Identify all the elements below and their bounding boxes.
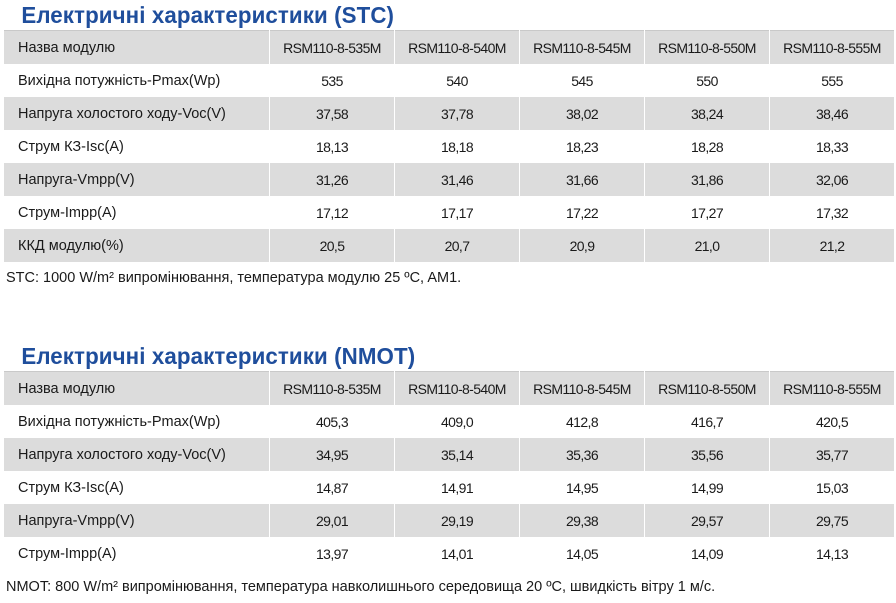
- nmot-footnote: NMOT: 800 W/m² випромінювання, температу…: [6, 579, 716, 595]
- table-cell: 37,58: [269, 97, 395, 130]
- table-row: Напруга холостого ходу-Voc(V) 37,58 37,7…: [4, 97, 895, 130]
- table-cell: 555: [769, 64, 895, 97]
- table-cell: 35,36: [519, 438, 645, 471]
- row-label: Назва модулю: [4, 371, 270, 405]
- table-row: Струм-Impp(A) 17,12 17,17 17,22 17,27 17…: [4, 196, 895, 229]
- table-cell: 37,78: [394, 97, 520, 130]
- stc-section: Електричні характеристики (STC) Назва мо…: [0, 0, 896, 289]
- table-cell: 14,05: [519, 537, 645, 570]
- table-cell: 20,7: [394, 229, 520, 262]
- table-cell: 29,38: [519, 504, 645, 537]
- table-cell: 416,7: [644, 405, 770, 438]
- table-row: Напруга-Vmpp(V) 31,26 31,46 31,66 31,86 …: [4, 163, 895, 196]
- table-cell: 14,95: [519, 471, 645, 504]
- table-cell: 18,18: [394, 130, 520, 163]
- nmot-title: Електричні характеристики (NMOT): [21, 343, 416, 369]
- row-label: Напруга холостого ходу-Voc(V): [4, 438, 270, 471]
- row-label: Струм КЗ-Isc(A): [4, 471, 270, 504]
- table-cell: 32,06: [769, 163, 895, 196]
- table-cell: 420,5: [769, 405, 895, 438]
- table-row: Напруга холостого ходу-Voc(V) 34,95 35,1…: [4, 438, 895, 471]
- table-cell: 14,87: [269, 471, 395, 504]
- row-label: Напруга-Vmpp(V): [4, 163, 270, 196]
- nmot-section: Електричні характеристики (NMOT) Назва м…: [0, 341, 896, 598]
- table-row: Напруга-Vmpp(V) 29,01 29,19 29,38 29,57 …: [4, 504, 895, 537]
- table-cell: RSM110-8-540M: [394, 371, 520, 405]
- table-cell: 545: [519, 64, 645, 97]
- table-cell: RSM110-8-550M: [644, 371, 770, 405]
- table-row: Назва модулю RSM110-8-535M RSM110-8-540M…: [4, 30, 895, 64]
- table-cell: 18,28: [644, 130, 770, 163]
- table-cell: 35,56: [644, 438, 770, 471]
- table-cell: 18,23: [519, 130, 645, 163]
- table-cell: 31,86: [644, 163, 770, 196]
- table-row: Струм-Impp(A) 13,97 14,01 14,05 14,09 14…: [4, 537, 895, 570]
- row-label: Струм КЗ-Isc(A): [4, 130, 270, 163]
- table-cell: 15,03: [769, 471, 895, 504]
- row-label: Напруга холостого ходу-Voc(V): [4, 97, 270, 130]
- table-row: Вихідна потужність-Pmax(Wp) 535 540 545 …: [4, 64, 895, 97]
- table-cell: 17,32: [769, 196, 895, 229]
- table-cell: 29,01: [269, 504, 395, 537]
- table-cell: 14,99: [644, 471, 770, 504]
- table-cell: 21,2: [769, 229, 895, 262]
- table-cell: 31,66: [519, 163, 645, 196]
- table-cell: 21,0: [644, 229, 770, 262]
- table-cell: RSM110-8-540M: [394, 30, 520, 64]
- table-cell: 18,13: [269, 130, 395, 163]
- table-row: Струм КЗ-Isc(A) 14,87 14,91 14,95 14,99 …: [4, 471, 895, 504]
- row-label: Струм-Impp(A): [4, 196, 270, 229]
- table-row: Назва модулю RSM110-8-535M RSM110-8-540M…: [4, 371, 895, 405]
- stc-title: Електричні характеристики (STC): [21, 2, 395, 28]
- table-cell: 31,46: [394, 163, 520, 196]
- table-row: ККД модулю(%) 20,5 20,7 20,9 21,0 21,2: [4, 229, 895, 262]
- table-cell: RSM110-8-535M: [269, 371, 395, 405]
- table-cell: 29,75: [769, 504, 895, 537]
- table-cell: 13,97: [269, 537, 395, 570]
- table-cell: 34,95: [269, 438, 395, 471]
- row-label: Вихідна потужність-Pmax(Wp): [4, 64, 270, 97]
- table-cell: 31,26: [269, 163, 395, 196]
- table-cell: RSM110-8-555M: [769, 371, 895, 405]
- table-cell: 17,27: [644, 196, 770, 229]
- nmot-table: Назва модулю RSM110-8-535M RSM110-8-540M…: [4, 371, 895, 570]
- table-cell: 29,19: [394, 504, 520, 537]
- table-cell: RSM110-8-545M: [519, 30, 645, 64]
- table-cell: RSM110-8-550M: [644, 30, 770, 64]
- table-cell: RSM110-8-535M: [269, 30, 395, 64]
- row-label: Назва модулю: [4, 30, 270, 64]
- row-label: Вихідна потужність-Pmax(Wp): [4, 405, 270, 438]
- row-label: Струм-Impp(A): [4, 537, 270, 570]
- table-cell: 14,01: [394, 537, 520, 570]
- table-cell: 38,46: [769, 97, 895, 130]
- table-cell: 35,14: [394, 438, 520, 471]
- table-cell: 412,8: [519, 405, 645, 438]
- row-label: ККД модулю(%): [4, 229, 270, 262]
- table-cell: RSM110-8-555M: [769, 30, 895, 64]
- table-cell: 409,0: [394, 405, 520, 438]
- table-cell: 540: [394, 64, 520, 97]
- table-cell: 20,9: [519, 229, 645, 262]
- stc-table: Назва модулю RSM110-8-535M RSM110-8-540M…: [4, 30, 895, 262]
- table-cell: 29,57: [644, 504, 770, 537]
- table-cell: 20,5: [269, 229, 395, 262]
- stc-footnote: STC: 1000 W/m² випромінювання, температу…: [6, 270, 462, 286]
- table-cell: 535: [269, 64, 395, 97]
- row-label: Напруга-Vmpp(V): [4, 504, 270, 537]
- table-cell: 14,91: [394, 471, 520, 504]
- table-cell: 17,12: [269, 196, 395, 229]
- table-cell: 14,09: [644, 537, 770, 570]
- table-cell: 18,33: [769, 130, 895, 163]
- table-cell: 550: [644, 64, 770, 97]
- table-cell: 17,22: [519, 196, 645, 229]
- table-cell: 38,24: [644, 97, 770, 130]
- table-cell: 14,13: [769, 537, 895, 570]
- table-cell: 405,3: [269, 405, 395, 438]
- table-row: Вихідна потужність-Pmax(Wp) 405,3 409,0 …: [4, 405, 895, 438]
- table-row: Струм КЗ-Isc(A) 18,13 18,18 18,23 18,28 …: [4, 130, 895, 163]
- table-cell: 17,17: [394, 196, 520, 229]
- table-cell: RSM110-8-545M: [519, 371, 645, 405]
- table-cell: 38,02: [519, 97, 645, 130]
- table-cell: 35,77: [769, 438, 895, 471]
